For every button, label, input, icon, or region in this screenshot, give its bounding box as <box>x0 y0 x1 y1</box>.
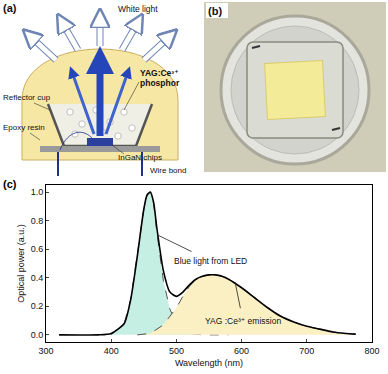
svg-text:(a): (a) <box>3 2 17 14</box>
svg-text:600: 600 <box>234 346 249 356</box>
svg-text:Blue light from LED: Blue light from LED <box>174 256 247 266</box>
svg-text:0.6: 0.6 <box>31 244 44 254</box>
svg-text:0.2: 0.2 <box>31 301 44 311</box>
svg-text:400: 400 <box>104 346 119 356</box>
svg-text:White light: White light <box>118 4 158 14</box>
svg-text:500: 500 <box>169 346 184 356</box>
svg-text:0.4: 0.4 <box>31 273 44 283</box>
svg-text:0.8: 0.8 <box>31 216 44 226</box>
svg-text:1.0: 1.0 <box>31 187 44 197</box>
svg-text:300: 300 <box>38 346 53 356</box>
svg-text:Epoxy resin: Epoxy resin <box>3 123 45 132</box>
svg-text:Wire bond: Wire bond <box>150 166 186 175</box>
html-text:(c): (c) <box>3 178 17 190</box>
svg-text:YAG :Ce³⁺ emission: YAG :Ce³⁺ emission <box>205 316 281 326</box>
svg-text:0.0: 0.0 <box>31 330 44 340</box>
svg-text:InGaN chips: InGaN chips <box>118 153 162 162</box>
svg-text:YAG:Ce³⁺: YAG:Ce³⁺ <box>140 68 179 78</box>
svg-text:Wavelength (nm): Wavelength (nm) <box>175 358 243 368</box>
svg-text:700: 700 <box>299 346 314 356</box>
svg-text:(b): (b) <box>208 5 222 17</box>
svg-text:800: 800 <box>364 346 379 356</box>
svg-text:Optical power (a.u.): Optical power (a.u.) <box>16 224 26 303</box>
svg-text:Reflector cup: Reflector cup <box>3 93 51 102</box>
svg-text:phosphor: phosphor <box>140 78 180 88</box>
